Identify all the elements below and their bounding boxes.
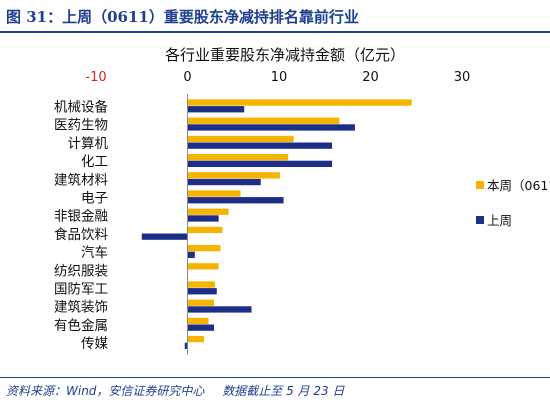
bar-current-week [187, 208, 229, 215]
category-label: 非银金融 [54, 209, 108, 225]
x-tick-label: -10 [85, 70, 106, 85]
bar-current-week [187, 281, 215, 288]
bar-current-week [187, 190, 241, 197]
x-tick-labels: -10 0 10 20 30 [85, 70, 470, 85]
category-label: 医药生物 [54, 118, 108, 134]
category-labels: 机械设备医药生物计算机化工建筑材料电子非银金融食品饮料汽车纺织服装国防军工建筑装… [54, 99, 108, 353]
bar-previous-week [187, 124, 355, 131]
legend-label: 本周（0611） [487, 178, 550, 193]
bar-previous-week [187, 160, 333, 167]
bar-current-week [187, 336, 204, 343]
bar-previous-week [187, 178, 261, 186]
bar-previous-week [187, 324, 215, 331]
footer: 资料来源：Wind，安信证券研究中心 数据截止至 5 月 23 日 [6, 381, 358, 401]
bar-current-week [187, 263, 219, 270]
bar-previous-week [187, 251, 195, 258]
bar-current-week [187, 226, 223, 234]
chart-title: 各行业重要股东净减持金额（亿元） [165, 46, 405, 64]
date-note: 数据截止至 5 月 23 日 [222, 384, 345, 398]
category-label: 建筑装饰 [54, 300, 108, 316]
category-label: 有色金属 [54, 317, 108, 334]
figure-title: 图 31：上周（0611）重要股东净减持排名靠前行业 [6, 8, 359, 26]
bar-previous-week [187, 215, 219, 222]
title-rule [0, 31, 550, 33]
category-label: 国防军工 [54, 282, 108, 298]
bar-current-week [187, 245, 221, 252]
bar-previous-week [187, 197, 284, 204]
category-label: 机械设备 [54, 99, 108, 116]
category-label: 电子 [81, 191, 108, 207]
legend-swatch [476, 216, 484, 224]
bar-chart: 各行业重要股东净减持金额（亿元） -10 0 10 20 30 机械设备医药生物计算机化… [54, 46, 550, 355]
bar-previous-week [187, 306, 252, 313]
x-tick-label: 30 [454, 70, 471, 85]
category-label: 建筑材料 [54, 172, 108, 188]
x-tick-label: 10 [271, 70, 288, 85]
source-note: 资料来源：Wind，安信证券研究中心 [6, 384, 205, 398]
category-label: 化工 [81, 154, 108, 170]
bar-current-week [187, 99, 412, 106]
bar-marks [141, 99, 412, 349]
bar-current-week [187, 154, 289, 161]
category-label: 计算机 [68, 136, 109, 152]
bar-current-week [187, 117, 340, 124]
category-label: 纺织服装 [54, 263, 108, 279]
bar-previous-week [141, 233, 188, 240]
x-tick-label: 0 [183, 70, 191, 85]
bar-previous-week [187, 288, 217, 295]
legend-swatch [476, 181, 484, 189]
bar-current-week [187, 317, 209, 325]
footer-rule [0, 377, 550, 378]
bar-previous-week [187, 106, 245, 113]
legend: 本周（0611） 上周 [476, 178, 550, 228]
bar-current-week [187, 135, 294, 143]
category-label: 汽车 [81, 244, 108, 261]
category-label: 食品饮料 [54, 226, 108, 243]
legend-label: 上周 [487, 213, 512, 228]
bar-current-week [187, 172, 280, 179]
category-label: 传媒 [81, 336, 108, 352]
bar-current-week [187, 299, 215, 306]
bar-previous-week [187, 142, 333, 149]
x-tick-label: 20 [362, 70, 379, 85]
bar-previous-week [184, 342, 188, 349]
